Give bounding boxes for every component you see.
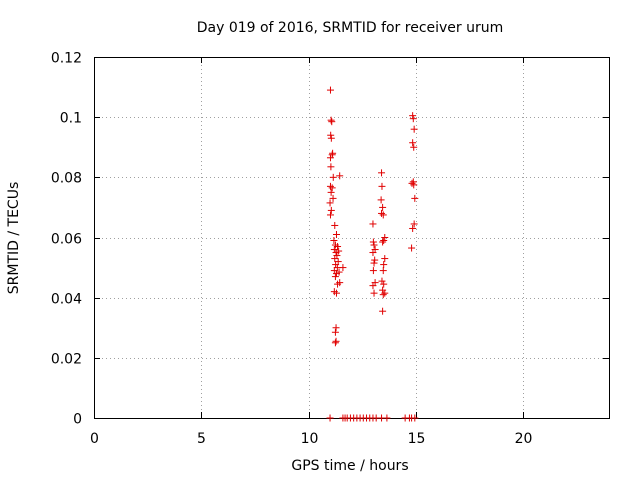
data-point (411, 414, 419, 422)
data-point (381, 255, 389, 263)
data-point (378, 182, 386, 190)
data-point (326, 154, 334, 162)
data-point (336, 172, 344, 180)
data-point (378, 209, 386, 217)
data-point (334, 243, 342, 251)
data-point (370, 289, 378, 297)
data-point (326, 211, 334, 219)
data-point (411, 194, 419, 202)
data-point (327, 131, 335, 139)
data-point (331, 339, 339, 347)
data-point (408, 179, 416, 187)
data-point (409, 115, 417, 123)
data-point (370, 241, 378, 249)
data-point (371, 256, 379, 264)
data-point (369, 282, 377, 290)
data-point (327, 134, 335, 142)
data-point (329, 194, 337, 202)
data-point (327, 206, 335, 214)
data-point (334, 280, 342, 288)
data-point (326, 86, 334, 94)
data-point (379, 291, 387, 299)
data-point (379, 267, 387, 275)
data-point (380, 261, 388, 269)
data-point (327, 163, 335, 171)
data-point (332, 289, 340, 297)
y-axis-label: SRMTID / TECUs (6, 182, 22, 295)
data-point (339, 264, 347, 272)
data-point (378, 169, 386, 177)
data-point (329, 173, 337, 181)
data-point (410, 125, 418, 133)
data-point (379, 307, 387, 315)
data-point (369, 249, 377, 257)
data-point (330, 237, 338, 245)
data-point (378, 277, 386, 285)
data-point (410, 220, 418, 228)
y-tick-label: 0.1 (60, 111, 82, 127)
y-tick-label: 0 (73, 412, 82, 428)
data-point (380, 237, 388, 245)
x-tick-label: 15 (408, 431, 426, 447)
data-point (332, 249, 340, 257)
data-point (332, 230, 340, 238)
data-point (328, 184, 336, 192)
data-point (379, 203, 387, 211)
data-point (326, 182, 334, 190)
x-tick-label: 10 (301, 431, 319, 447)
data-point (369, 267, 377, 275)
data-point (331, 221, 339, 229)
data-point (410, 181, 418, 189)
data-point (408, 244, 416, 252)
x-tick-label: 0 (90, 431, 99, 447)
y-tick-label: 0.02 (51, 352, 82, 368)
data-point (332, 270, 340, 278)
x-axis-label: GPS time / hours (291, 458, 408, 474)
data-point (327, 116, 335, 124)
data-point (409, 224, 417, 232)
data-point (383, 414, 391, 422)
y-tick-label: 0.08 (51, 171, 82, 187)
data-point (409, 139, 417, 147)
data-point (326, 414, 334, 422)
grid (94, 57, 609, 418)
data-points (326, 86, 419, 422)
data-point (328, 118, 336, 126)
data-point (379, 238, 387, 246)
data-point (330, 246, 338, 254)
data-point (326, 199, 334, 207)
y-tick-label: 0.12 (51, 51, 82, 67)
data-point (381, 289, 389, 297)
data-point (331, 255, 339, 263)
data-point (329, 149, 337, 157)
data-point (381, 234, 389, 241)
data-point (377, 196, 385, 204)
data-point (409, 112, 417, 120)
x-tick-label: 20 (515, 431, 533, 447)
ticks: 0 5 10 15 20 0 0.02 0.04 0.06 0.08 0.1 0.12 (51, 51, 609, 447)
data-point (380, 280, 388, 288)
data-point (369, 238, 377, 246)
y-tick-label: 0.04 (51, 292, 82, 308)
data-point (331, 273, 339, 281)
data-point (369, 220, 377, 228)
data-point (370, 259, 378, 267)
data-point (332, 337, 340, 345)
data-point (331, 328, 339, 336)
x-tick-label: 5 (197, 431, 206, 447)
data-point (332, 324, 340, 332)
data-point (327, 188, 335, 196)
data-point (379, 211, 387, 219)
data-point (332, 261, 340, 269)
y-tick-label: 0.06 (51, 232, 82, 248)
data-point (410, 143, 418, 151)
chart-title: Day 019 of 2016, SRMTID for receiver uru… (197, 20, 504, 36)
